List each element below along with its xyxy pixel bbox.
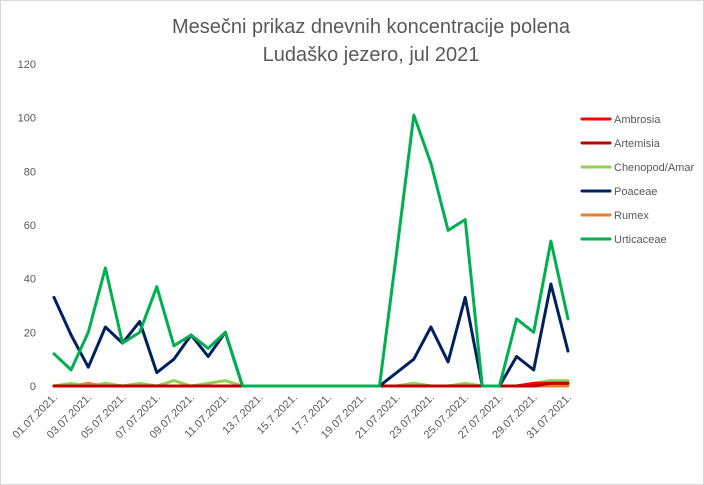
chart-title-line2: Ludaško jezero, jul 2021 [262,44,480,66]
legend-label-poaceae: Poaceae [614,186,657,198]
y-tick-label: 120 [18,59,36,71]
y-tick-label: 0 [30,381,36,393]
legend-label-urticaceae: Urticaceae [614,234,667,246]
legend-label-chenopod-amar: Chenopod/Amar [614,162,694,174]
y-tick-label: 100 [18,113,36,125]
legend-label-artemisia: Artemisia [614,138,661,150]
series-line-poaceae [52,282,570,388]
legend-label-rumex: Rumex [614,210,649,222]
y-tick-label: 60 [24,220,36,232]
legend-label-ambrosia: Ambrosia [614,114,661,126]
chart-title-line1: Mesečni prikaz dnevnih koncentracije pol… [171,16,570,38]
y-tick-label: 80 [24,166,36,178]
chart-title: Mesečni prikaz dnevnih koncentracije pol… [91,13,651,69]
series-line-urticaceae [52,113,570,388]
y-tick-label: 40 [24,274,36,286]
y-tick-label: 20 [24,327,36,339]
